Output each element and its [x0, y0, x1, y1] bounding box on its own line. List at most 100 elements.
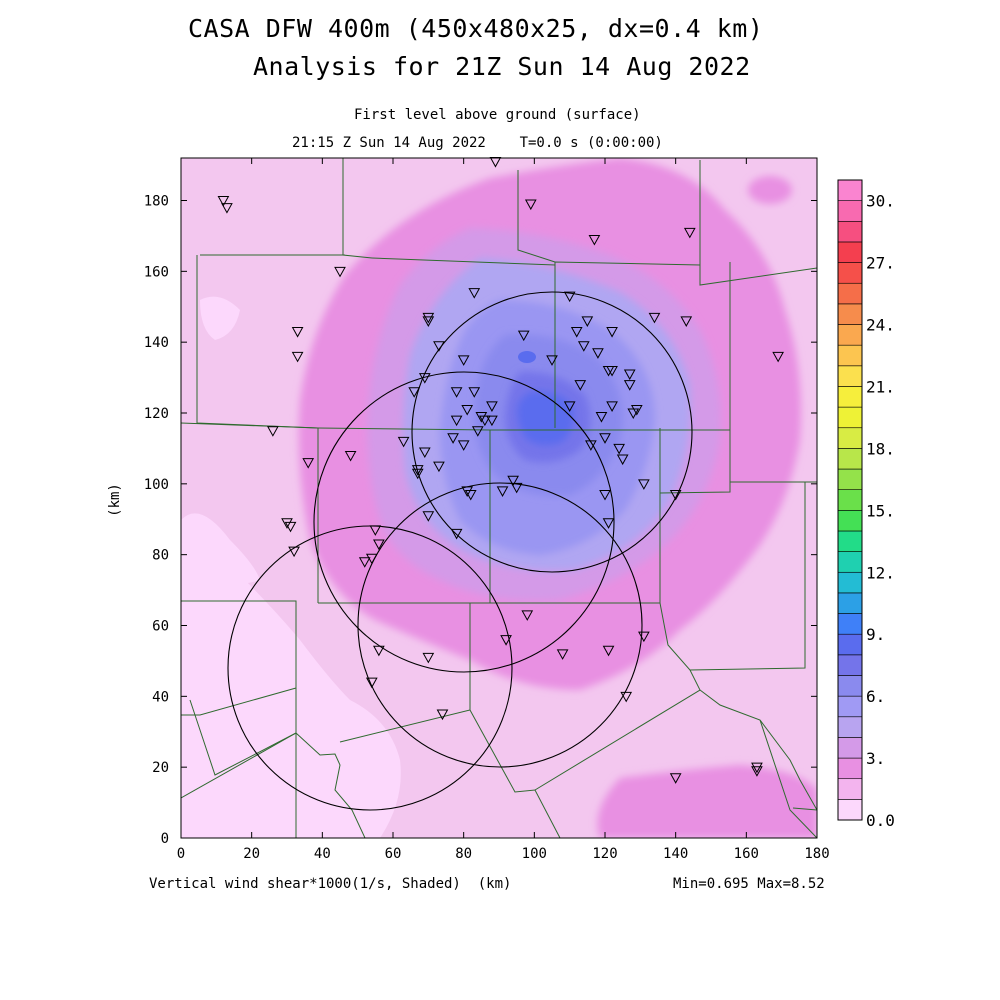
station-marker — [623, 369, 636, 381]
station-marker — [457, 440, 470, 451]
colorbar-segment — [837, 757, 863, 780]
station-marker — [418, 447, 431, 458]
station-marker — [221, 203, 233, 214]
x-tick-label: 120 — [592, 846, 617, 862]
colorbar-segment — [837, 200, 863, 222]
field-level-8 — [517, 391, 574, 446]
y-tick-label: 180 — [144, 194, 169, 210]
colorbar-segment — [837, 448, 863, 470]
colorbar-segment — [837, 633, 863, 656]
station-marker — [602, 518, 615, 529]
colorbar-segment — [837, 675, 863, 697]
colorbar-segment — [837, 799, 863, 821]
colorbar-segment — [837, 282, 863, 305]
station-marker — [373, 539, 385, 551]
chart-subtitle-level: First level above ground (surface) — [354, 107, 641, 123]
colorbar-segment — [837, 406, 863, 429]
x-tick-label: 140 — [663, 846, 688, 862]
colorbar-segment — [837, 386, 863, 408]
y-tick-label: 0 — [161, 831, 169, 847]
station-marker — [464, 489, 477, 501]
chart-subtitle-time: 21:15 Z Sun 14 Aug 2022 T=0.0 s (0:00:00… — [292, 135, 663, 151]
colorbar — [837, 179, 863, 821]
y-tick-label: 20 — [152, 760, 169, 776]
station-marker — [602, 645, 615, 657]
station-marker — [606, 327, 618, 338]
station-marker — [599, 433, 611, 444]
variable-label: Vertical wind shear*1000(1/s, Shaded) (k… — [149, 876, 512, 892]
field-low-west — [200, 296, 240, 340]
station-marker — [751, 766, 763, 777]
colorbar-frame — [837, 179, 863, 821]
chart-title-line1: CASA DFW 400m (450x480x25, dx=0.4 km) — [188, 14, 764, 43]
station-marker — [291, 351, 304, 363]
station-marker — [284, 521, 297, 533]
x-tick-label: 80 — [455, 846, 472, 862]
station-marker — [588, 234, 601, 246]
x-axis: 0 20 40 60 80 100 120 140 160 180 — [177, 158, 830, 862]
station-marker — [574, 380, 587, 391]
station-marker — [436, 709, 449, 721]
station-marker — [302, 458, 315, 469]
colorbar-label: 9. — [866, 625, 885, 644]
colorbar-label: 21. — [866, 377, 895, 396]
station-marker — [408, 387, 421, 398]
station-marker — [475, 412, 488, 423]
colorbar-label: 0.0 — [866, 811, 895, 830]
x-tick-label: 160 — [734, 846, 759, 862]
colorbar-segment — [837, 695, 863, 718]
station-marker — [630, 404, 643, 416]
station-marker — [581, 316, 594, 327]
colorbar-label: 30. — [866, 192, 895, 211]
colorbar-segment — [837, 220, 863, 243]
radar-ring-3 — [357, 482, 643, 768]
station-marker — [599, 489, 611, 501]
station-marker — [461, 404, 474, 416]
station-marker — [344, 451, 357, 462]
station-marker — [585, 440, 597, 451]
y-tick-label: 160 — [144, 264, 169, 280]
station-marker — [486, 401, 498, 412]
station-marker — [623, 380, 636, 391]
station-marker — [422, 652, 435, 664]
colorbar-segment — [837, 510, 863, 532]
station-marker — [468, 387, 481, 398]
x-tick-label: 0 — [177, 846, 185, 862]
colorbar-segment — [837, 179, 863, 201]
station-marker — [496, 486, 509, 497]
colorbar-label: 27. — [866, 254, 895, 273]
station-marker — [592, 348, 604, 359]
y-tick-label: 120 — [144, 406, 169, 422]
station-marker — [638, 631, 650, 643]
y-tick-label: 140 — [144, 335, 169, 351]
colorbar-labels: 30. 27. 24. 21. 18. 15. 12. 9. 6. 3. 0.0 — [866, 192, 895, 830]
y-axis-label: (km) — [107, 483, 123, 517]
station-marker — [433, 341, 445, 352]
colorbar-segment — [837, 613, 863, 635]
station-marker — [556, 649, 569, 660]
station-marker — [524, 199, 537, 211]
colorbar-segment — [837, 241, 863, 263]
min-max-label: Min=0.695 Max=8.52 — [673, 876, 825, 892]
station-marker — [450, 415, 463, 427]
station-marker — [281, 518, 293, 529]
colorbar-segment — [837, 716, 863, 738]
station-marker — [267, 426, 279, 437]
y-axis: 0 20 40 60 80 100 120 140 160 180 — [144, 194, 817, 847]
colorbar-segment — [837, 303, 863, 325]
shear-field — [181, 158, 817, 838]
y-tick-label: 60 — [152, 619, 169, 635]
station-marker — [369, 525, 382, 536]
station-marker — [751, 762, 763, 774]
station-marker — [669, 489, 682, 501]
station-marker — [616, 454, 629, 466]
station-marker — [563, 291, 576, 303]
colorbar-segment — [837, 571, 863, 594]
station-marker — [606, 401, 618, 412]
y-tick-label: 100 — [144, 477, 169, 493]
station-marker — [772, 351, 784, 363]
station-marker — [613, 443, 625, 455]
y-tick-label: 80 — [152, 548, 169, 564]
station-marker — [418, 373, 431, 384]
